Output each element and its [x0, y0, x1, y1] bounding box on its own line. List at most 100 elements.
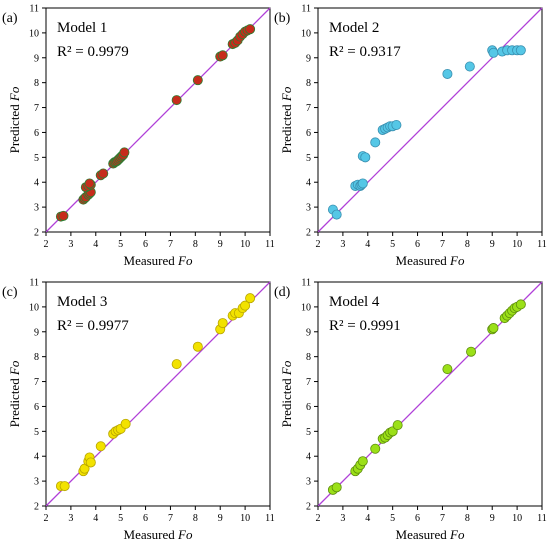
- chart-2-x-tick-label: 5: [390, 239, 395, 250]
- chart-3-y-tick-label: 5: [34, 427, 39, 438]
- chart-4-x-tick-label: 6: [415, 513, 420, 524]
- chart-4-data-point: [357, 456, 368, 467]
- chart-4-y-tick-label: 7: [306, 377, 311, 388]
- chart-1-y-tick-label: 9: [34, 53, 39, 64]
- chart-2-x-tick-label: 3: [340, 239, 345, 250]
- chart-1-x-tick-label: 8: [193, 239, 198, 250]
- chart-1-data-point: [84, 178, 95, 189]
- chart-4-y-tick-label: 4: [306, 452, 311, 463]
- chart-4-x-tick-label: 9: [490, 513, 495, 524]
- chart-1-x-tick-label: 3: [68, 239, 73, 250]
- chart-3-data-point: [59, 481, 70, 492]
- chart-1-x-tick-label: 6: [143, 239, 148, 250]
- chart-2-data-point: [464, 61, 475, 72]
- chart-3-r2-label: R² = 0.9977: [57, 318, 129, 334]
- chart-1-data-point: [217, 50, 228, 61]
- chart-3-x-tick-label: 6: [143, 513, 148, 524]
- chart-3-data-point: [171, 359, 182, 370]
- chart-2-model-label: Model 2: [329, 20, 379, 36]
- chart-2-y-tick-label: 7: [306, 103, 311, 114]
- chart-1-x-tick-label: 9: [218, 239, 223, 250]
- chart-2-y-tick-label: 6: [306, 128, 311, 139]
- chart-3-x-axis-label: Measured Fo: [124, 527, 193, 542]
- chart-3-y-tick-label: 9: [34, 327, 39, 338]
- chart-4-data-point: [392, 420, 403, 431]
- chart-4-x-axis-label: Measured Fo: [396, 527, 465, 542]
- chart-4-data-point: [370, 443, 381, 454]
- chart-2-y-tick-label: 5: [306, 153, 311, 164]
- chart-1-y-tick-label: 2: [34, 228, 39, 239]
- chart-2-r2-label: R² = 0.9317: [329, 44, 401, 60]
- chart-1: 22 3 3 4 4 5 5 6 6 7 7 8 8 9 9 10 10 11 11 Measured Fo Predi…: [2, 4, 275, 269]
- chart-1-data-point: [58, 210, 69, 221]
- chart-3-x-tick-label: 4: [93, 513, 98, 524]
- chart-3-y-tick-label: 4: [34, 452, 39, 463]
- chart-2-x-tick-label: 7: [440, 239, 445, 250]
- chart-2-x-tick-label: 8: [465, 239, 470, 250]
- chart-4-x-tick-label: 3: [340, 513, 345, 524]
- chart-4-data-point: [488, 323, 499, 334]
- chart-3-y-tick-label: 10: [29, 302, 39, 313]
- chart-3-y-tick-label: 6: [34, 402, 39, 413]
- chart-3-x-tick-label: 9: [218, 513, 223, 524]
- chart-4-data-point: [515, 299, 526, 310]
- chart-4-x-tick-label: 11: [537, 513, 547, 524]
- chart-3-y-tick-label: 11: [29, 278, 39, 289]
- chart-1-y-tick-label: 10: [29, 28, 39, 39]
- chart-2-y-axis-label: Predicted Fo: [279, 86, 294, 153]
- chart-2-y-tick-label: 8: [306, 78, 311, 89]
- chart-1-x-tick-label: 11: [265, 239, 275, 250]
- chart-4-y-tick-label: 3: [306, 477, 311, 488]
- chart-3-model-label: Model 3: [57, 294, 107, 310]
- chart-2-y-tick-label: 10: [301, 28, 311, 39]
- chart-1-x-tick-label: 4: [93, 239, 98, 250]
- chart-4-y-tick-label: 6: [306, 402, 311, 413]
- chart-4-model-label: Model 4: [329, 294, 380, 310]
- chart-2-x-axis-label: Measured Fo: [396, 253, 465, 268]
- chart-1-r2-label: R² = 0.9979: [57, 44, 129, 60]
- chart-1-y-axis-label: Predicted Fo: [7, 86, 22, 153]
- chart-4-data-point: [466, 346, 477, 357]
- chart-4-panel-letter: (d): [274, 285, 291, 300]
- chart-1-data-point: [245, 24, 256, 35]
- chart-4-x-tick-label: 2: [316, 513, 321, 524]
- chart-3-y-tick-label: 8: [34, 352, 39, 363]
- chart-2-y-tick-label: 4: [306, 178, 311, 189]
- chart-3-data-point: [217, 318, 228, 329]
- chart-2-x-tick-label: 10: [512, 239, 522, 250]
- chart-3-data-point: [120, 418, 131, 429]
- chart-1-y-tick-label: 6: [34, 128, 39, 139]
- chart-4-y-tick-label: 5: [306, 427, 311, 438]
- chart-4-x-tick-label: 8: [465, 513, 470, 524]
- chart-2-data-point: [515, 45, 526, 56]
- chart-2-panel-letter: (b): [274, 11, 291, 26]
- chart-1-x-tick-label: 10: [240, 239, 250, 250]
- chart-4-r2-label: R² = 0.9991: [329, 318, 401, 334]
- chart-2-x-tick-label: 4: [365, 239, 370, 250]
- chart-3-y-tick-label: 3: [34, 477, 39, 488]
- chart-2-data-point: [442, 68, 453, 79]
- chart-4-data-point: [442, 364, 453, 375]
- chart-4-x-tick-label: 5: [390, 513, 395, 524]
- chart-2-data-point: [360, 152, 371, 163]
- chart-1-x-tick-label: 7: [168, 239, 173, 250]
- chart-1-x-axis-label: Measured Fo: [124, 253, 193, 268]
- chart-3-y-axis-label: Predicted Fo: [7, 360, 22, 427]
- chart-2-data-point: [370, 137, 381, 148]
- chart-4-x-tick-label: 10: [512, 513, 522, 524]
- chart-4-x-tick-label: 7: [440, 513, 445, 524]
- chart-2-y-tick-label: 3: [306, 203, 311, 214]
- chart-3-panel-letter: (c): [2, 285, 18, 300]
- chart-1-x-tick-label: 2: [44, 239, 49, 250]
- chart-4-y-tick-label: 9: [306, 327, 311, 338]
- chart-3-data-point: [245, 293, 256, 304]
- chart-1-y-tick-label: 5: [34, 153, 39, 164]
- chart-3-x-tick-label: 5: [118, 513, 123, 524]
- chart-2-y-tick-label: 9: [306, 53, 311, 64]
- chart-2-x-tick-label: 2: [316, 239, 321, 250]
- chart-1-panel-letter: (a): [2, 11, 18, 26]
- chart-3-x-tick-label: 8: [193, 513, 198, 524]
- chart-3-data-point: [240, 300, 251, 311]
- chart-3-x-tick-label: 2: [44, 513, 49, 524]
